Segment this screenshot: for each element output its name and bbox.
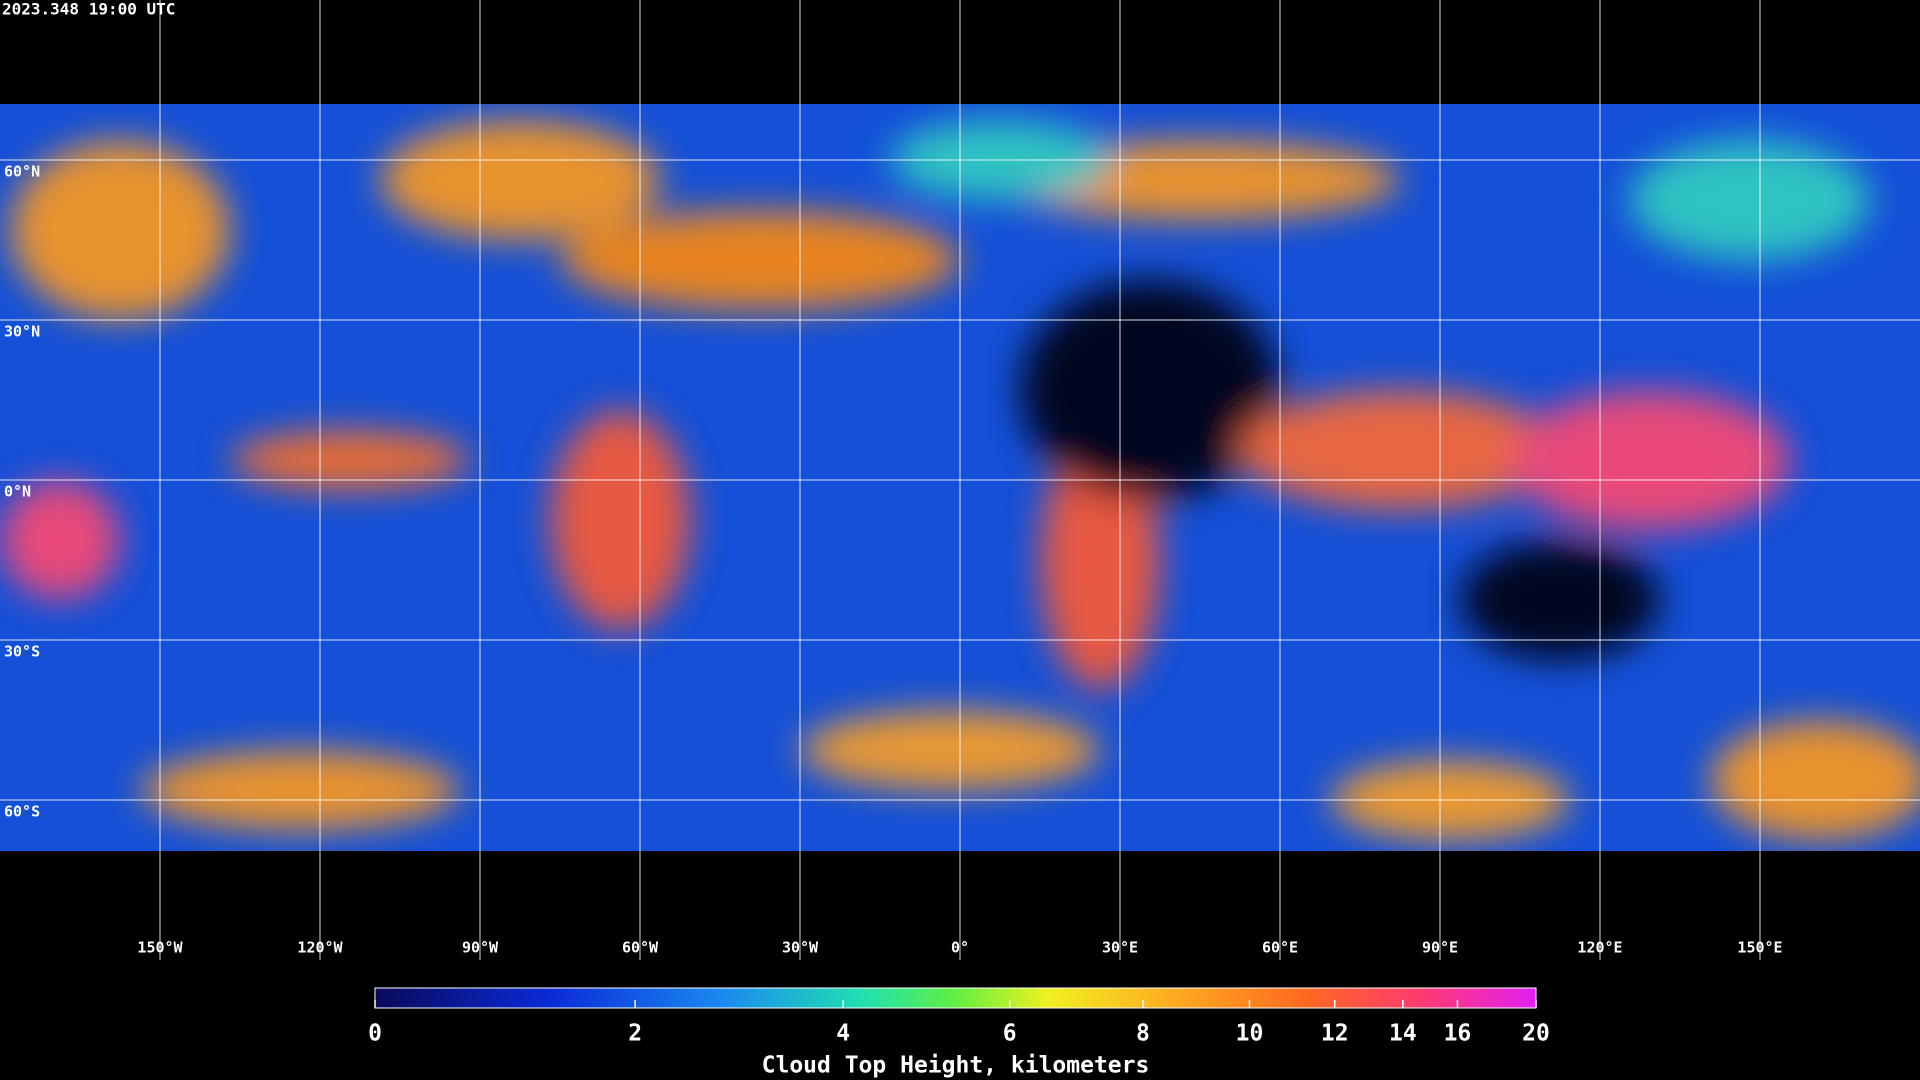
latitude-label: 60°S (4, 803, 40, 821)
colorbar-tick-label: 10 (1236, 1021, 1264, 1047)
longitude-label: 90°E (1422, 939, 1458, 957)
longitude-label: 90°W (462, 939, 499, 957)
colorbar-tick-label: 4 (836, 1021, 850, 1047)
colorbar-tick-label: 6 (1003, 1021, 1017, 1047)
longitude-label: 0° (951, 939, 969, 957)
colorbar-tick-label: 20 (1522, 1021, 1550, 1047)
colorbar-tick-label: 14 (1389, 1021, 1417, 1047)
colorbar-tick-label: 16 (1444, 1021, 1472, 1047)
longitude-label: 120°E (1577, 939, 1622, 957)
colorbar-axis: 0 2 4 6 8 10 12 14 16 20 (368, 1000, 1550, 1047)
latitude-label: 60°N (4, 163, 40, 181)
longitude-label: 30°W (782, 939, 819, 957)
timestamp: 2023.348 19:00 UTC (2, 0, 175, 19)
longitude-label: 150°E (1737, 939, 1782, 957)
colorbar-tick-label: 0 (368, 1021, 382, 1047)
longitude-label: 60°W (622, 939, 659, 957)
longitude-label: 30°E (1102, 939, 1138, 957)
longitude-label: 60°E (1262, 939, 1298, 957)
latitude-label: 0°N (4, 483, 31, 501)
colorbar-tick-label: 2 (628, 1021, 642, 1047)
longitude-label: 120°W (297, 939, 343, 957)
latitude-label: 30°S (4, 643, 40, 661)
colorbar-title: Cloud Top Height, kilometers (762, 1053, 1150, 1079)
graticule: 150°W 120°W 90°W 60°W 30°W 0° 30°E 60°E 90°E 120°… (0, 0, 1920, 960)
colorbar-tick-label: 12 (1321, 1021, 1349, 1047)
colorbar (374, 987, 1537, 1009)
latitude-label: 30°N (4, 323, 40, 341)
longitude-label: 150°W (137, 939, 183, 957)
colorbar-tick-label: 8 (1136, 1021, 1150, 1047)
